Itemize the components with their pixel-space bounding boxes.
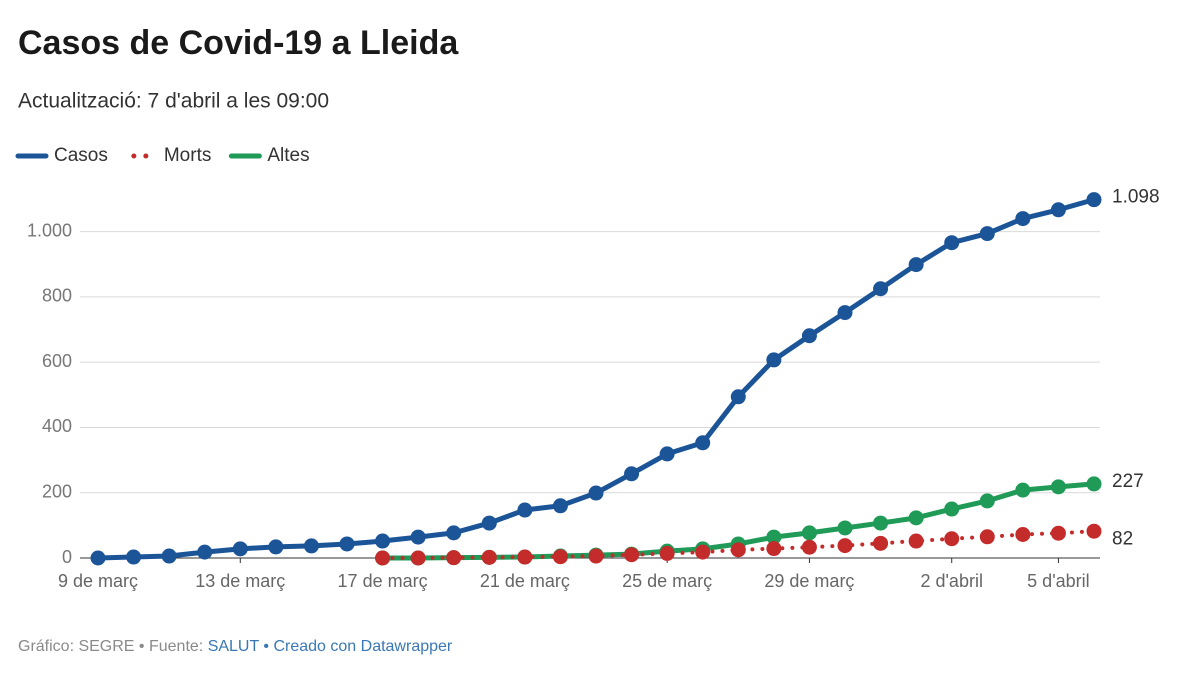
data-point — [410, 550, 426, 566]
data-point — [837, 520, 853, 536]
data-point — [197, 544, 213, 560]
x-tick-label: 13 de març — [195, 571, 285, 591]
end-label: 82 — [1112, 528, 1133, 549]
data-point — [766, 529, 782, 545]
data-point — [588, 485, 604, 501]
data-point — [446, 550, 462, 566]
data-point — [695, 544, 711, 560]
chart-subtitle: Actualització: 7 d'abril a les 09:00 — [18, 90, 329, 113]
data-point — [908, 533, 924, 549]
data-point — [1015, 527, 1031, 543]
data-point — [90, 550, 106, 566]
data-point — [766, 541, 782, 557]
data-point — [873, 281, 889, 297]
x-tick-label: 21 de març — [480, 571, 570, 591]
data-point — [268, 539, 284, 555]
data-point — [801, 328, 817, 344]
x-tick-label: 2 d'abril — [920, 571, 982, 591]
credit: Gráfico: SEGRE • Fuente: — [18, 638, 204, 655]
data-point — [1086, 476, 1102, 492]
legend-label: Casos — [54, 145, 108, 166]
y-tick-label: 200 — [42, 481, 72, 501]
data-point — [375, 533, 391, 549]
legend-swatch — [131, 153, 137, 159]
chart-title: Casos de Covid-19 a Lleida — [18, 24, 459, 62]
data-point — [837, 538, 853, 554]
data-point — [232, 541, 248, 557]
legend-swatch — [143, 153, 149, 159]
y-tick-label: 600 — [42, 351, 72, 371]
data-point — [588, 548, 604, 564]
data-point — [979, 226, 995, 242]
data-point — [517, 549, 533, 565]
x-tick-label: 9 de març — [58, 571, 138, 591]
data-point — [410, 529, 426, 545]
data-point — [944, 235, 960, 251]
footer: Gráfico: SEGRE • Fuente: SALUT • Creado … — [18, 638, 452, 656]
tool-link[interactable]: • Creado con Datawrapper — [263, 638, 453, 655]
data-point — [1015, 482, 1031, 498]
chart: Casos de Covid-19 a Lleida Actualització… — [15, 24, 1160, 591]
y-tick-label: 800 — [42, 286, 72, 306]
data-point — [624, 547, 640, 563]
data-point — [1015, 211, 1031, 227]
data-point — [659, 446, 675, 462]
series-line — [95, 197, 1097, 561]
data-point — [161, 548, 177, 564]
end-label: 1.098 — [1112, 187, 1160, 208]
data-point — [624, 466, 640, 482]
x-tick-label: 29 de març — [764, 571, 854, 591]
data-point — [517, 502, 533, 518]
data-point — [873, 515, 889, 531]
end-label: 227 — [1112, 471, 1144, 492]
data-point — [837, 305, 853, 321]
source-link[interactable]: SALUT — [207, 638, 259, 655]
data-point — [908, 510, 924, 526]
data-point — [908, 257, 924, 273]
data-point — [1050, 525, 1066, 541]
data-point — [801, 539, 817, 555]
data-point — [552, 498, 568, 514]
data-point — [339, 536, 355, 552]
y-tick-label: 1.000 — [27, 220, 72, 240]
data-point — [446, 525, 462, 541]
x-tick-label: 25 de març — [622, 571, 712, 591]
legend-label: Altes — [267, 145, 309, 166]
data-point — [481, 549, 497, 565]
data-point — [1086, 192, 1102, 208]
data-point — [944, 531, 960, 547]
x-tick-label: 5 d'abril — [1027, 571, 1089, 591]
data-point — [1086, 523, 1102, 539]
data-point — [481, 515, 497, 531]
x-tick-label: 17 de març — [338, 571, 428, 591]
data-point — [552, 549, 568, 565]
data-point — [801, 525, 817, 541]
data-point — [979, 529, 995, 545]
data-point — [1050, 479, 1066, 495]
data-point — [659, 545, 675, 561]
y-tick-label: 0 — [62, 547, 72, 567]
data-point — [126, 549, 142, 565]
data-point — [695, 435, 711, 451]
data-point — [730, 389, 746, 405]
data-point — [944, 501, 960, 517]
data-point — [979, 493, 995, 509]
data-point — [303, 538, 319, 554]
data-point — [375, 550, 391, 566]
data-point — [1050, 202, 1066, 218]
data-point — [766, 352, 782, 368]
data-point — [873, 535, 889, 551]
legend-label: Morts — [164, 145, 212, 166]
data-point — [730, 542, 746, 558]
series-line — [380, 529, 1096, 560]
y-tick-label: 400 — [42, 416, 72, 436]
